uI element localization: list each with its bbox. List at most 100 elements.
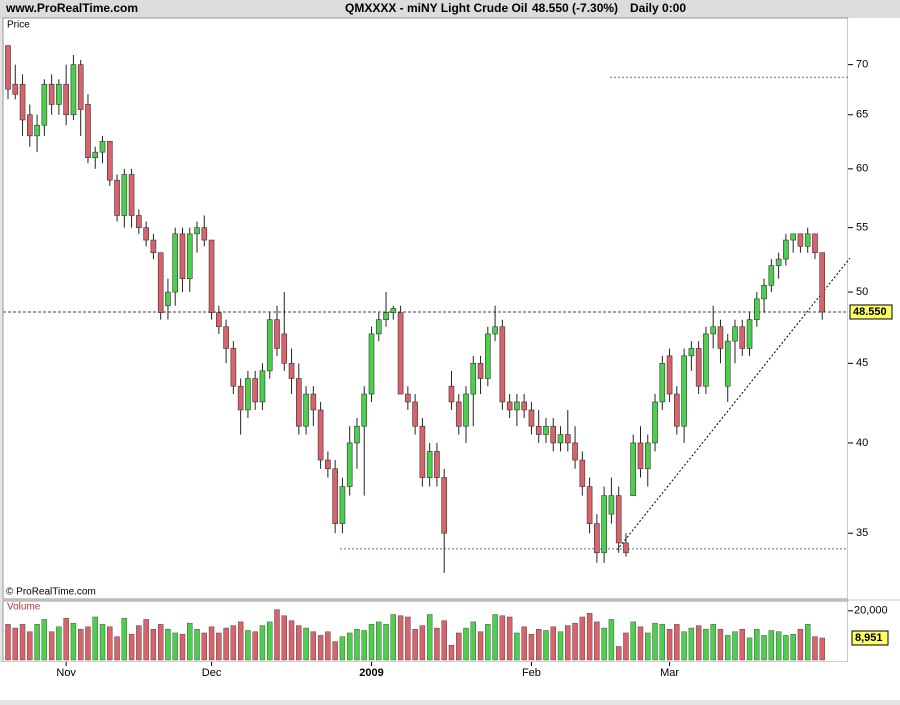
candle-body [804,233,811,247]
volume-bar [536,629,542,661]
volume-bar [77,629,84,661]
candle-body [630,442,637,496]
volume-bar [172,632,178,661]
candle-body [790,233,796,241]
volume-bar [310,631,317,661]
candle-body [223,326,229,349]
volume-bar [768,630,775,661]
candle-body [819,252,826,313]
candle-body [608,495,615,515]
candle-body [27,114,33,137]
candle-body [463,393,469,427]
period: Daily 0:00 [630,1,686,15]
candle-body [666,355,673,395]
candle-body [41,83,48,126]
candle-body [179,233,186,279]
candle-body [85,104,91,158]
candle-body [346,442,353,487]
last-price-label: 48.550 [853,306,887,318]
candle-body [397,312,404,395]
candle-body [34,124,40,137]
y-tick-label: 60 [856,163,868,175]
last-price-box [849,304,893,320]
last-volume-label: 8,951 [855,632,883,644]
header-bar [0,0,900,18]
volume-bar [470,621,476,661]
candle-body [710,326,716,335]
volume-bar [819,637,825,661]
candle-body [259,370,266,403]
candle-body [325,459,331,470]
candle-body [594,523,600,554]
candle-body [528,409,535,427]
volume-bar [208,626,215,661]
price-label: Price [7,20,30,31]
volume-bar [485,624,491,661]
volume-bar [252,631,258,661]
volume-bar [594,621,600,661]
candle-body [470,363,477,395]
volume-bar [85,626,91,661]
candle-body [128,174,135,216]
volume-bar [157,624,164,661]
volume-bar [143,619,149,661]
candle-body [543,425,549,435]
candle-body [521,401,527,411]
y-tick-label: 35 [856,527,868,539]
y-tick-label: 65 [856,109,868,121]
volume-bar [732,631,738,661]
volume-bar [528,633,535,661]
candle-body [70,64,77,116]
volume-bar [499,615,506,661]
volume-bar [746,637,753,661]
volume-bar [397,615,404,661]
volume-bar [761,635,767,661]
candle-body [681,355,687,427]
candle-body [165,291,171,307]
x-tick-label: Mar [660,667,679,679]
volume-bar [237,621,244,661]
volume-bar [107,626,113,661]
volume-bar [201,632,207,661]
candle-body [288,363,295,379]
y-tick-label: 45 [856,357,868,369]
candle-body [564,434,571,444]
volume-bar [659,624,665,661]
volume-bar [608,619,615,661]
candle-body [586,486,593,524]
candle-body [361,393,368,427]
candle-body [695,348,702,387]
candle-body [375,319,382,335]
candle-body [48,83,55,105]
volume-bar [506,616,513,661]
volume-bar [303,627,309,661]
candle-body [266,319,273,372]
candle-body [688,348,695,357]
volume-bar [114,636,120,661]
volume-bar [41,619,48,661]
volume-bar [332,641,338,661]
x-tick-label: Nov [56,667,76,679]
candle-body [295,378,302,427]
volume-bar [623,632,629,661]
candle-body [92,151,99,158]
volume-bar [245,630,251,661]
candle-body [56,83,62,105]
candle-body [354,425,360,444]
volume-bar [790,633,796,661]
volume-bar [63,618,69,661]
candle-body [623,542,629,554]
volume-bar [805,624,811,661]
candle-body [310,393,317,411]
chart-title: QMXXXX - miNY Light Crude Oil [345,1,527,15]
volume-bar [775,631,782,661]
volume-bar [514,632,520,661]
candle-body [237,385,244,411]
candle-body [739,326,746,349]
candle-body [732,326,738,342]
volume-bar [274,609,280,661]
volume-bar [92,616,98,661]
candle-body [106,140,113,181]
candle-body [761,285,767,300]
